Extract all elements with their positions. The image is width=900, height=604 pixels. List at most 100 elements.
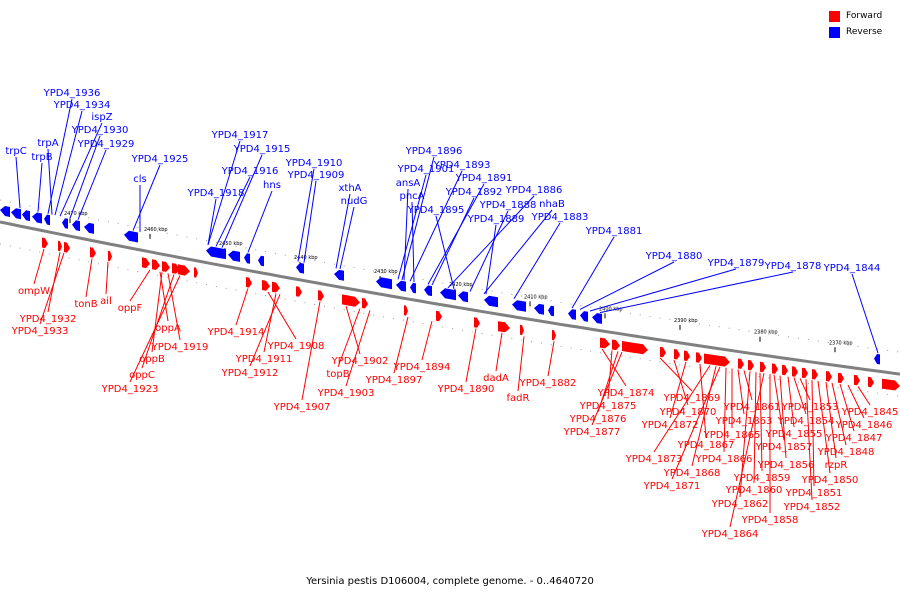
reverse-label-leader: [409, 170, 463, 282]
tick-label: 2440 kbp: [294, 255, 318, 261]
forward-label-leader: [235, 288, 249, 326]
reverse-gene-label: cls: [133, 174, 147, 185]
forward-gene-label: YPD4_1914: [207, 327, 265, 338]
forward-gene-arrow: [812, 369, 818, 380]
reverse-gene-label: YPD4_1929: [77, 139, 135, 150]
forward-gene-label: YPD4_1872: [641, 420, 699, 431]
forward-gene-label: YPD4_1907: [273, 402, 331, 413]
forward-gene-label: YPD4_1903: [317, 388, 375, 399]
forward-gene-arrow: [552, 330, 556, 341]
reverse-gene-label: YPD4_1878: [764, 261, 822, 272]
reverse-gene-arrow: [22, 210, 30, 222]
forward-gene-arrow: [760, 361, 766, 373]
forward-gene-label: YPD4_1876: [569, 414, 627, 425]
reverse-label-leader: [513, 222, 561, 300]
forward-gene-arrow: [748, 360, 754, 371]
forward-label-leader: [345, 306, 361, 355]
forward-gene-arrow: [474, 317, 480, 328]
reverse-label-leader: [54, 110, 83, 216]
forward-gene-label: topB: [326, 369, 349, 380]
forward-gene-label: YPD4_1863: [715, 416, 773, 427]
forward-gene-label: YPD4_1932: [19, 314, 77, 325]
forward-gene-label: ail: [100, 296, 112, 307]
reverse-gene-label: YPD4_1925: [131, 154, 189, 165]
forward-gene-arrow: [404, 305, 408, 316]
legend-reverse-label: Reverse: [846, 27, 883, 37]
forward-label-leader: [773, 374, 785, 441]
reverse-label-leader: [401, 156, 435, 281]
reverse-gene-arrow: [592, 313, 602, 324]
reverse-gene-label: YPD4_1901: [397, 164, 455, 175]
reverse-gene-label: xthA: [338, 183, 361, 194]
gene-arrows: [0, 206, 900, 391]
forward-label-leader: [839, 383, 855, 432]
reverse-gene-label: YPD4_1891: [455, 173, 513, 184]
forward-gene-arrow: [696, 352, 702, 363]
reverse-gene-label: ispZ: [91, 112, 112, 123]
forward-label-leader: [33, 248, 45, 285]
forward-gene-arrow: [152, 259, 160, 270]
reverse-label-leader: [469, 210, 509, 292]
tick-label: 2370 kbp: [829, 340, 853, 346]
forward-gene-label: YPD4_1894: [393, 362, 451, 373]
reverse-gene-arrow: [228, 250, 240, 262]
reverse-label-leader: [247, 190, 273, 253]
forward-gene-label: YPD4_1864: [701, 529, 759, 540]
forward-gene-label: YPD4_1857: [755, 442, 813, 453]
reverse-gene-arrow: [424, 285, 432, 297]
tick-label: 2390 kbp: [674, 318, 698, 324]
reverse-gene-label: trpA: [37, 138, 58, 149]
reverse-gene-arrow: [72, 220, 80, 232]
forward-gene-label: YPD4_1869: [663, 393, 721, 404]
forward-label-leader: [671, 366, 721, 480]
forward-gene-label: YPD4_1851: [785, 488, 843, 499]
reverse-label-leader: [207, 140, 241, 246]
reverse-label-leader: [397, 174, 427, 280]
forward-gene-arrow: [42, 237, 48, 249]
forward-gene-arrow: [838, 372, 844, 384]
forward-label-leader: [249, 294, 281, 367]
reverse-label-leader: [15, 156, 21, 209]
tick-label: 2380 kbp: [754, 330, 778, 336]
forward-gene-label: tonB: [74, 299, 97, 310]
reverse-gene-arrow: [376, 277, 392, 290]
forward-label-leader: [673, 359, 689, 406]
forward-label-leader: [799, 378, 811, 401]
reverse-gene-label: YPD4_1918: [187, 188, 245, 199]
forward-gene-label: YPD4_1854: [777, 416, 835, 427]
tick-label: 2400 kbp: [599, 306, 623, 312]
forward-gene-label: YPD4_1877: [563, 427, 621, 438]
reverse-gene-arrow: [206, 246, 226, 260]
reverse-gene-arrow: [334, 269, 344, 281]
reverse-gene-label: YPD4_1888: [479, 200, 537, 211]
reverse-label-leader: [483, 209, 553, 295]
tick-label: 2410 kbp: [524, 294, 548, 300]
reverse-gene-arrow: [11, 208, 21, 220]
forward-label-leader: [591, 351, 623, 426]
reverse-label-leader: [599, 271, 794, 314]
forward-gene-arrow: [622, 341, 648, 355]
forward-label-leader: [129, 275, 181, 383]
forward-gene-arrow: [854, 374, 860, 386]
forward-gene-arrow: [600, 337, 610, 349]
reverse-gene-arrow: [580, 311, 588, 322]
reverse-gene-arrow: [396, 280, 406, 292]
tick-label: 2450 kbp: [219, 241, 243, 247]
reverse-gene-arrow: [534, 303, 544, 315]
forward-gene-arrow: [704, 353, 730, 367]
forward-gene-label: oppB: [139, 354, 165, 365]
reverse-gene-label: YPD4_1886: [505, 185, 563, 196]
forward-gene-arrow: [520, 324, 524, 336]
legend-forward: Forward: [829, 8, 891, 24]
reverse-gene-arrow: [258, 255, 264, 267]
forward-label-leader: [167, 273, 181, 341]
tick-label: 2470 kbp: [64, 211, 88, 217]
forward-label-leader: [39, 252, 65, 325]
reverse-gene-arrow: [440, 288, 456, 301]
forward-gene-label: oppC: [129, 370, 155, 381]
reverse-gene-arrow: [512, 300, 526, 312]
forward-label-leader: [495, 332, 503, 372]
legend: Forward Reverse: [829, 8, 891, 40]
tick-label: 2420 kbp: [449, 282, 473, 288]
reverse-gene-label: YPD4_1916: [221, 166, 279, 177]
